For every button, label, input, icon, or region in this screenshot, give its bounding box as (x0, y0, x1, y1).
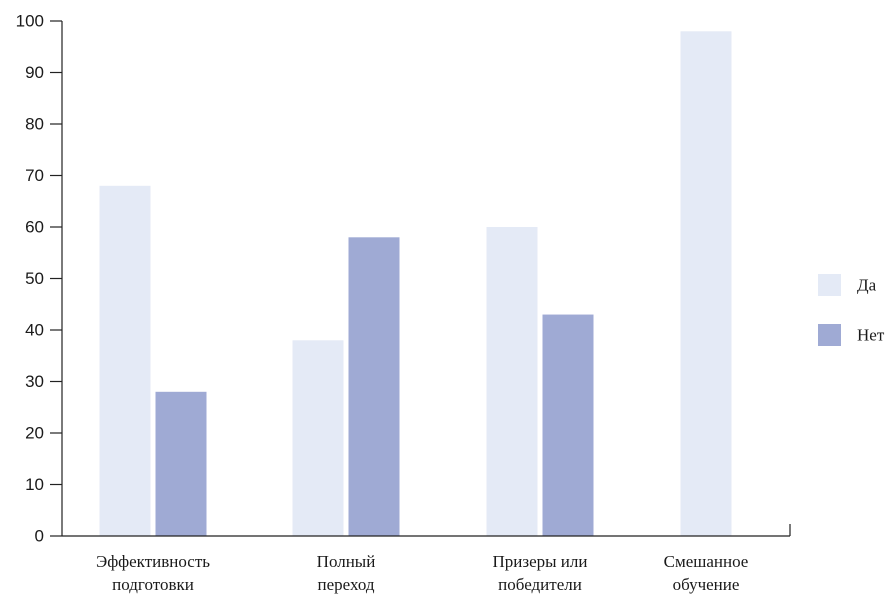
bar-net-2 (542, 314, 594, 536)
x-category-label-0: Эффективность подготовки (96, 552, 210, 594)
y-tick-label-0: 0 (35, 527, 44, 546)
bar-net-1 (348, 237, 400, 537)
y-tick-label-30: 30 (25, 372, 44, 391)
y-tick-label-80: 80 (25, 115, 44, 134)
x-category-label-3: Смешанное обучение (664, 552, 749, 594)
y-tick-label-10: 10 (25, 475, 44, 494)
bar-da-3 (680, 31, 732, 537)
y-tick-label-70: 70 (25, 166, 44, 185)
y-tick-label-100: 100 (16, 12, 44, 31)
bar-da-1 (292, 340, 344, 536)
bar-da-2 (486, 227, 538, 536)
legend-label-net: Нет (857, 326, 885, 345)
x-category-label-2: Призеры или победители (493, 552, 588, 594)
legend-swatch-net (818, 324, 841, 346)
legend: Да Нет (818, 274, 885, 346)
bar-net-0 (155, 391, 207, 536)
y-tick-label-40: 40 (25, 321, 44, 340)
y-tick-label-90: 90 (25, 63, 44, 82)
legend-label-da: Да (857, 276, 877, 295)
y-tick-label-60: 60 (25, 218, 44, 237)
legend-swatch-da (818, 274, 841, 296)
labels-layer: 0 10 20 30 40 50 60 70 80 90 100 Эффективность подго… (16, 12, 749, 595)
bar-da-0 (99, 185, 151, 537)
bars-layer (99, 31, 732, 537)
axes-layer (50, 20, 791, 537)
x-category-label-1: Полный переход (317, 552, 376, 594)
y-tick-label-20: 20 (25, 424, 44, 443)
y-tick-label-50: 50 (25, 269, 44, 288)
